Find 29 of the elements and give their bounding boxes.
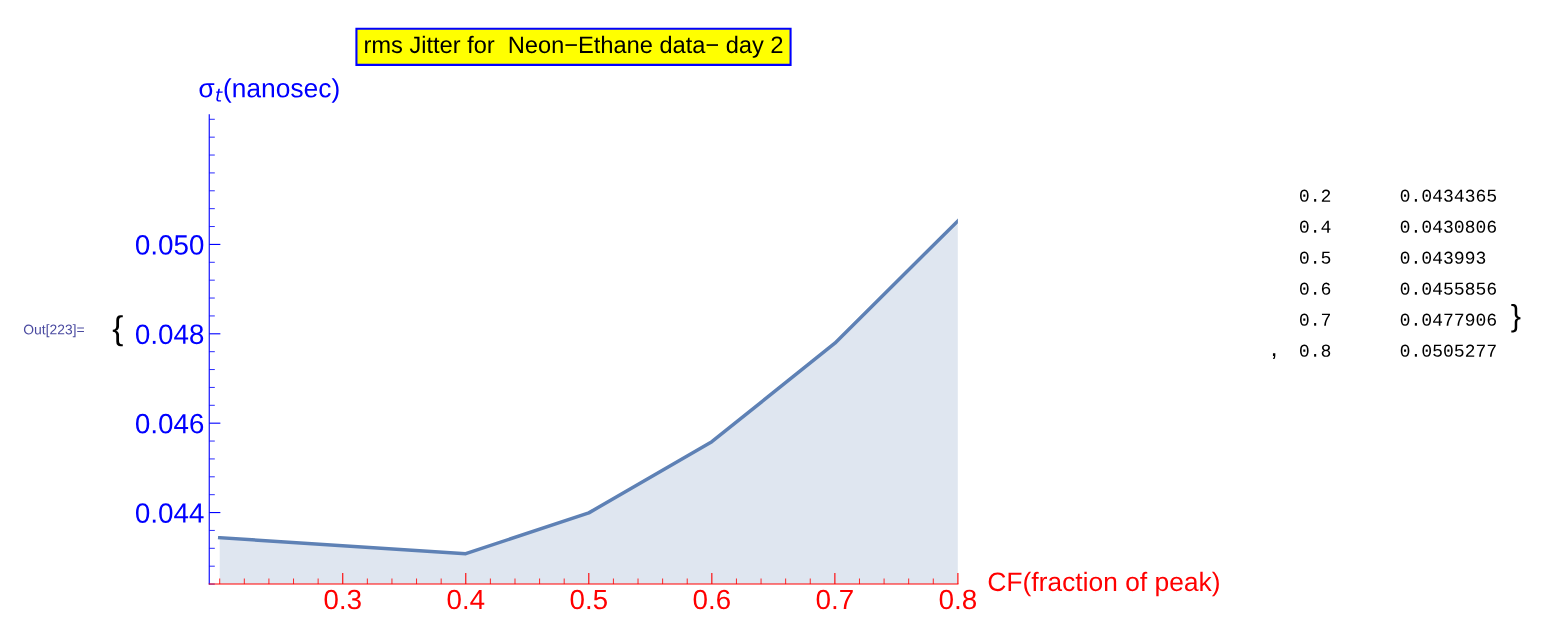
- x-tick-label: 0.4: [447, 589, 485, 610]
- y-tick-label: 0.048: [135, 324, 204, 345]
- y-tick-label: 0.050: [135, 235, 204, 255]
- text: 0.6: [1299, 282, 1331, 295]
- x-tick-label: 0.8: [939, 589, 976, 610]
- text: ,: [1272, 353, 1276, 360]
- text: 0.5: [1299, 251, 1331, 264]
- y-tick-label: 0.046: [135, 413, 204, 434]
- text: 0.4: [1299, 220, 1331, 233]
- x-axis-title: CF(fraction of peak): [988, 571, 1219, 597]
- y-tick-label: 0.044: [135, 503, 204, 523]
- x-tick-label: 0.5: [570, 589, 607, 610]
- text: {: [112, 315, 123, 347]
- text: 0.0434365: [1400, 189, 1497, 202]
- text: 0.0430806: [1400, 220, 1496, 233]
- y-axis-title: σ$_{t}$(nanosec): [199, 78, 339, 103]
- text: Out[223]=: [23, 324, 84, 338]
- x-tick-label: 0.7: [816, 589, 853, 610]
- x-tick-label: 0.3: [324, 589, 361, 610]
- text: }: [1511, 304, 1521, 333]
- chart-title: rms Jitter for Neon−Ethane data− day 2: [365, 35, 783, 58]
- text: 0.0455856: [1400, 282, 1496, 295]
- text: 0.8: [1299, 344, 1331, 357]
- text: 0.2: [1299, 189, 1331, 202]
- text: 0.0505277: [1400, 344, 1496, 357]
- text: 0.0477906: [1400, 313, 1496, 326]
- text: 0.043993: [1400, 251, 1486, 264]
- text: 0.7: [1299, 313, 1330, 326]
- x-tick-label: 0.6: [693, 589, 730, 610]
